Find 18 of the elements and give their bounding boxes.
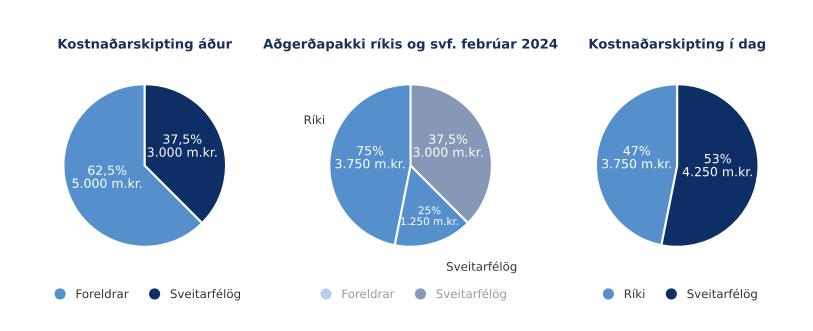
legend-label: Sveitarfélög bbox=[436, 288, 506, 301]
text: Ríki bbox=[304, 114, 324, 124]
data-label: 47% 3.750 m.kr. bbox=[602, 146, 671, 168]
chart-title: Kostnaðarskipting í dag bbox=[590, 38, 766, 52]
data-label: 25% 1.250 m.kr. bbox=[401, 206, 458, 226]
text: Sveitarfélög bbox=[446, 261, 516, 274]
chart-title: Aðgerðapakki ríkis og svf. febrúar 2024 bbox=[263, 38, 558, 52]
legend-label: Ríki bbox=[624, 288, 644, 298]
data-label: 75% 3.750 m.kr. bbox=[336, 146, 404, 168]
data-label: 37,5% 3.000 m.kr. bbox=[148, 134, 216, 157]
data-label: 53% 4.250 m.kr. bbox=[682, 154, 752, 176]
data-label: 37,5% 3.000 m.kr. bbox=[414, 134, 482, 157]
legend-label: Foreldrar bbox=[342, 289, 394, 298]
legend-label: Sveitarfélög bbox=[687, 288, 757, 301]
chart-title: Kostnaðarskipting áður bbox=[58, 38, 232, 52]
legend-label: Foreldrar bbox=[76, 289, 129, 298]
legend-label: Sveitarfélög bbox=[170, 288, 240, 301]
data-label: 62,5% 5.000 m.kr. bbox=[72, 165, 142, 188]
